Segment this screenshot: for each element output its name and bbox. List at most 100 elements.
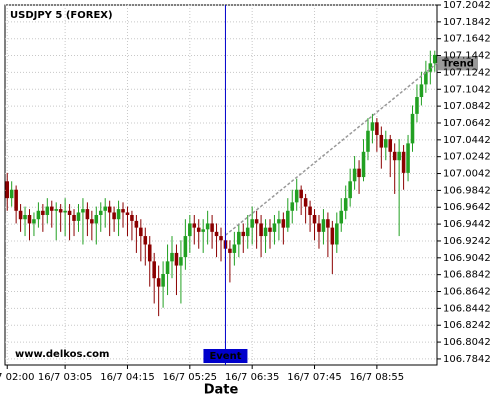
candle-body xyxy=(98,210,103,215)
x-tick-label: 16/7 06:35 xyxy=(225,372,279,383)
x-tick-label: 16/7 04:15 xyxy=(100,372,154,383)
candle-body xyxy=(232,244,237,253)
y-tick-label: 106.9242 xyxy=(443,236,491,247)
candle-body xyxy=(299,189,303,199)
candle-body xyxy=(343,198,348,211)
y-tick-label: 107.0442 xyxy=(443,135,491,146)
y-tick-label: 106.8842 xyxy=(443,270,491,281)
candle-body xyxy=(54,209,58,211)
candle-body xyxy=(174,252,179,266)
candle-body xyxy=(428,63,433,72)
y-tick-label: 106.7842 xyxy=(443,354,491,365)
candle-body xyxy=(219,236,223,241)
candle-body xyxy=(94,215,99,224)
y-tick-label: 107.1042 xyxy=(443,84,491,95)
y-tick-label: 106.9642 xyxy=(443,202,491,213)
candle-body xyxy=(205,223,210,230)
candle-body xyxy=(116,209,121,220)
candle-body xyxy=(361,151,366,178)
candle-body xyxy=(214,231,219,237)
candle-body xyxy=(45,206,50,215)
event-label-box xyxy=(203,349,248,363)
candle-body xyxy=(326,219,330,228)
y-tick-label: 106.9842 xyxy=(443,185,491,196)
candle-body xyxy=(357,168,361,178)
candle-body xyxy=(27,215,32,224)
y-tick-label: 107.2042 xyxy=(443,0,491,11)
candle-body xyxy=(103,206,107,211)
x-axis-label: Date xyxy=(204,383,239,398)
y-tick-label: 107.1842 xyxy=(443,17,491,28)
candle-body xyxy=(201,229,205,232)
candle-body xyxy=(406,143,410,173)
y-tick-label: 106.8442 xyxy=(443,303,491,314)
candle-body xyxy=(72,215,76,221)
candle-body xyxy=(286,210,290,228)
x-tick-label: 16/7 02:00 xyxy=(0,372,34,383)
candle-body xyxy=(134,220,139,228)
candle-body xyxy=(259,223,263,237)
candle-body xyxy=(165,261,170,274)
chart-title: USDJPY 5 (FOREX) xyxy=(10,10,113,21)
trend-line xyxy=(224,62,438,236)
x-tick-label: 16/7 05:25 xyxy=(163,372,217,383)
candle-body xyxy=(419,84,424,98)
candle-body xyxy=(250,219,254,228)
candle-body xyxy=(317,223,321,232)
candle-body xyxy=(415,97,419,114)
candle-body xyxy=(192,223,197,228)
candle-body xyxy=(130,215,134,221)
candle-body xyxy=(401,151,406,173)
candle-body xyxy=(170,252,174,262)
event-label: Event xyxy=(209,351,241,362)
candle-body xyxy=(392,151,397,161)
candle-body xyxy=(241,231,246,237)
grid xyxy=(5,4,437,365)
candle-body xyxy=(67,210,72,215)
candle-body xyxy=(263,227,268,237)
candle-body xyxy=(161,273,165,287)
candle-body xyxy=(388,139,393,152)
candle-body xyxy=(330,227,335,245)
candle-body xyxy=(268,227,272,232)
candle-body xyxy=(156,278,161,287)
candle-body xyxy=(312,215,317,224)
candle-body xyxy=(339,210,344,224)
candle-body xyxy=(36,210,41,220)
candle-body xyxy=(277,219,281,224)
watermark: www.delkos.com xyxy=(15,349,109,360)
candle-body xyxy=(384,139,388,148)
candle-body xyxy=(424,71,428,85)
y-tick-label: 107.1242 xyxy=(443,67,491,78)
candle-body xyxy=(32,219,36,224)
candle-body xyxy=(308,206,312,215)
candle-body xyxy=(294,189,299,203)
candle-body xyxy=(210,223,214,232)
candle-body xyxy=(81,209,85,213)
candle-body xyxy=(375,122,379,135)
y-tick-label: 107.0042 xyxy=(443,169,491,180)
candle-body xyxy=(272,223,277,232)
x-tick-label: 16/7 08:55 xyxy=(350,372,404,383)
candle-body xyxy=(85,209,90,220)
trend-label-box xyxy=(438,56,478,71)
candle-body xyxy=(121,209,125,213)
y-tick-label: 106.9042 xyxy=(443,253,491,264)
candle-body xyxy=(321,219,326,232)
candle-body xyxy=(125,212,130,215)
candle-body xyxy=(90,219,94,224)
candle-body xyxy=(112,212,116,220)
y-tick-label: 106.8042 xyxy=(443,337,491,348)
y-tick-label: 106.8242 xyxy=(443,320,491,331)
candle-body xyxy=(41,210,45,215)
candle-body xyxy=(143,236,148,245)
candle-body xyxy=(281,219,286,228)
candle-body xyxy=(303,198,308,207)
candle-body xyxy=(188,223,192,237)
candle-body xyxy=(107,206,112,213)
trend-label: Trend xyxy=(442,58,474,69)
candle-body xyxy=(5,181,10,199)
candle-body xyxy=(432,54,437,64)
